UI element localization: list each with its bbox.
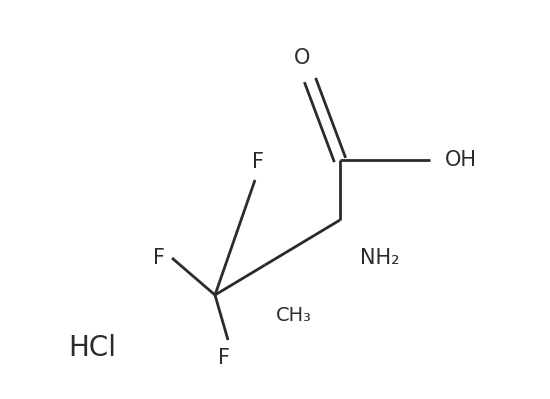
Text: O: O xyxy=(294,48,310,68)
Text: CH₃: CH₃ xyxy=(276,306,312,325)
Text: NH₂: NH₂ xyxy=(360,248,400,268)
Text: F: F xyxy=(252,152,264,172)
Text: F: F xyxy=(153,248,165,268)
Text: OH: OH xyxy=(445,150,477,170)
Text: F: F xyxy=(218,348,230,368)
Text: HCl: HCl xyxy=(68,334,116,362)
